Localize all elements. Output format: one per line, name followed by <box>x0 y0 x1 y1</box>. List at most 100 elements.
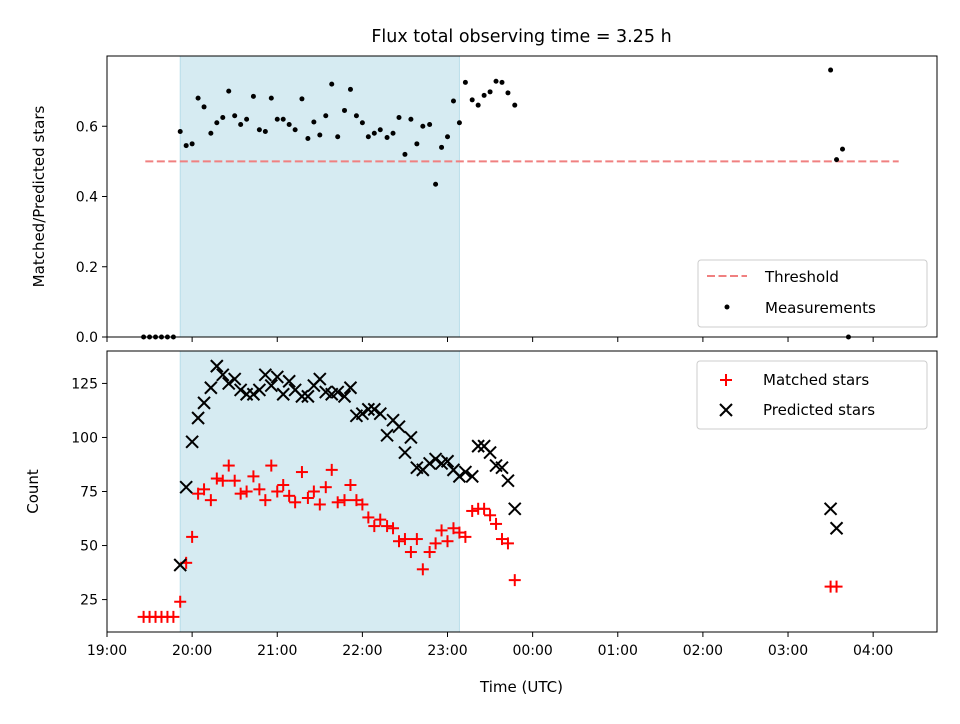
bottom-x-axis: 19:00 20:00 21:00 22:00 23:00 00:00 01:00 02:00… <box>87 632 893 659</box>
measurement-point <box>487 89 493 95</box>
predicted-star-marker <box>373 406 387 421</box>
predicted-star-marker <box>422 456 437 471</box>
predicted-star-marker <box>404 430 418 445</box>
predicted-star-marker <box>361 402 376 417</box>
measurement-point <box>177 129 183 135</box>
measurement-point <box>512 102 518 108</box>
predicted-star-marker <box>258 368 273 382</box>
predicted-star-marker <box>295 389 309 404</box>
matched-star-marker <box>344 479 357 492</box>
measurement-point <box>834 157 840 163</box>
predicted-star-marker <box>495 461 509 475</box>
legend-predicted-label: Predicted stars <box>763 401 875 419</box>
legend-threshold-label: Threshold <box>764 268 839 286</box>
measurement-point <box>445 134 451 140</box>
predicted-star-marker <box>398 445 412 460</box>
predicted-star-marker <box>452 469 467 484</box>
matched-star-marker <box>167 610 180 623</box>
measurement-point <box>408 116 414 122</box>
top-x-ticks <box>106 337 874 342</box>
legend-measurements-swatch <box>724 304 730 310</box>
matched-star-marker <box>283 489 296 502</box>
matched-star-marker <box>253 483 266 496</box>
matched-star-marker <box>490 517 503 530</box>
matched-star-marker <box>338 494 351 507</box>
measurement-point <box>250 93 256 99</box>
measurement-point <box>420 123 426 129</box>
measurement-point <box>226 88 232 94</box>
matched-star-marker <box>830 580 843 593</box>
measurement-point <box>238 121 244 127</box>
matched-star-marker <box>186 530 199 543</box>
measurement-point <box>286 121 292 127</box>
matched-star-marker <box>277 479 290 492</box>
matched-star-marker <box>435 524 448 537</box>
top-y-tick-label: 0.2 <box>76 260 98 276</box>
measurement-point <box>208 130 214 136</box>
measurement-point <box>189 141 195 147</box>
x-tick-label: 23:00 <box>427 643 467 659</box>
matched-star-marker <box>478 502 491 515</box>
matched-star-marker <box>441 535 454 548</box>
predicted-star-marker <box>392 419 406 434</box>
matched-star-marker <box>240 485 253 498</box>
measurement-point <box>292 127 298 133</box>
measurement-point <box>377 127 383 133</box>
predicted-star-marker <box>264 378 279 393</box>
measurement-point <box>353 113 359 119</box>
legend-matched-swatch <box>720 374 732 386</box>
predicted-star-marker <box>343 381 358 395</box>
predicted-star-marker <box>270 370 284 384</box>
matched-star-marker <box>356 498 369 511</box>
measurement-point <box>201 104 207 110</box>
predicted-star-marker <box>465 469 479 484</box>
predicted-star-marker <box>367 402 382 417</box>
matched-star-marker <box>319 481 332 494</box>
measurement-point <box>244 116 250 122</box>
x-tick-label: 03:00 <box>768 643 808 659</box>
measurement-point <box>414 141 420 147</box>
measurement-point <box>493 78 499 84</box>
predicted-star-marker <box>380 428 394 443</box>
predicted-star-marker <box>501 473 515 488</box>
predicted-star-marker <box>471 439 485 453</box>
matched-star-marker <box>416 563 429 576</box>
predicted-star-marker <box>191 411 205 425</box>
bottom-y-tick-label: 75 <box>80 485 98 501</box>
matched-star-marker <box>210 472 223 485</box>
matched-star-marker <box>410 533 423 546</box>
top-y-tick-label: 0.4 <box>76 190 98 206</box>
matched-star-marker <box>289 496 302 509</box>
matched-star-marker <box>204 494 217 507</box>
matched-star-marker <box>429 537 442 550</box>
predicted-star-marker <box>216 368 230 382</box>
matched-star-marker <box>295 466 308 479</box>
x-tick-label: 21:00 <box>257 643 297 659</box>
measurement-point <box>262 129 268 135</box>
bottom-panel: 25 50 75 100 125 19:00 20:00 21:00 22:00 23:00 00… <box>24 350 938 696</box>
top-legend: Threshold Measurements <box>697 259 928 328</box>
matched-star-marker <box>271 485 284 498</box>
predicted-star-marker <box>355 406 370 421</box>
matched-star-marker <box>313 498 326 511</box>
x-tick-label: 04:00 <box>853 643 893 659</box>
predicted-star-marker <box>313 372 327 386</box>
predicted-star-marker <box>508 502 522 516</box>
matched-star-marker <box>508 574 521 587</box>
measurement-point <box>427 121 433 127</box>
measurement-point <box>475 102 481 108</box>
top-y-axis-label: Matched/Predicted stars <box>30 106 48 288</box>
measurement-point <box>232 113 238 119</box>
matched-star-marker <box>459 530 472 543</box>
predicted-star-marker <box>210 359 224 373</box>
measurement-point <box>323 113 329 119</box>
measurement-point <box>390 130 396 136</box>
measurement-point <box>342 107 348 113</box>
measurement-point <box>462 79 468 85</box>
matched-star-marker <box>198 483 211 496</box>
measurement-point <box>365 134 371 140</box>
bottom-legend-box <box>696 360 928 430</box>
measurement-point <box>384 134 390 140</box>
predicted-star-points <box>173 359 844 572</box>
